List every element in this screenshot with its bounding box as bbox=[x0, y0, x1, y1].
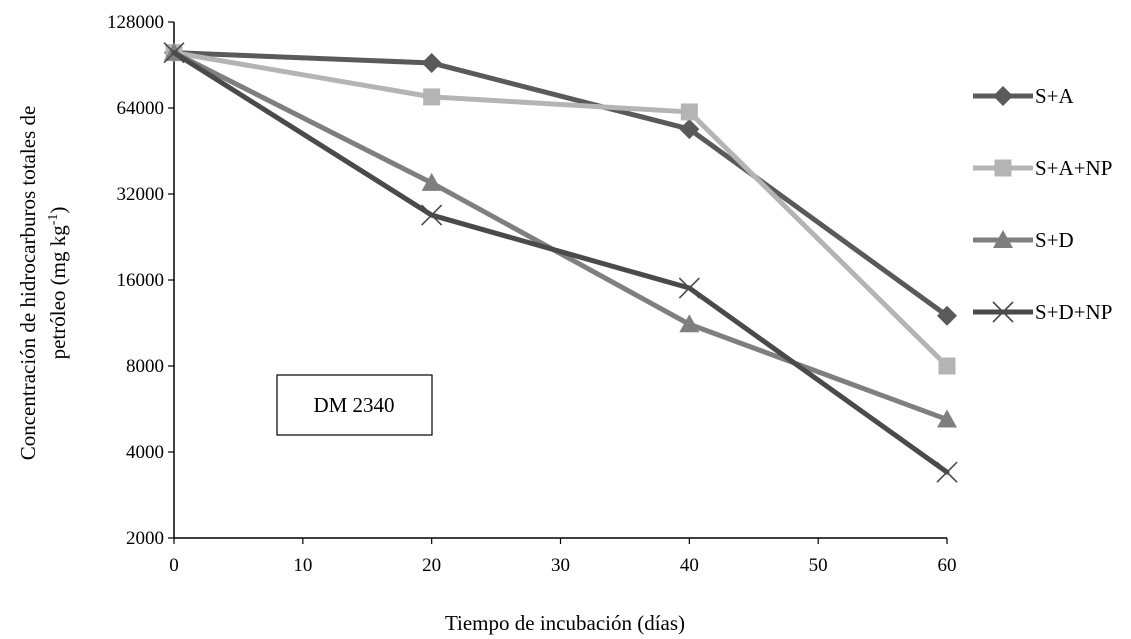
x-axis-title: Tiempo de incubación (días) bbox=[445, 611, 685, 635]
x-tick-label: 10 bbox=[293, 555, 312, 576]
legend-item: S+D+NP bbox=[973, 300, 1112, 324]
x-tick-labels: 0 10 20 30 40 50 60 bbox=[169, 538, 957, 576]
data-point bbox=[936, 461, 958, 483]
series-line bbox=[171, 50, 950, 319]
legend-item: S+A bbox=[973, 84, 1075, 108]
y-axis-title-line2-main: petróleo (mg kg bbox=[46, 225, 70, 360]
y-tick-label: 64000 bbox=[117, 98, 165, 119]
data-point bbox=[421, 204, 443, 226]
data-point bbox=[679, 119, 700, 140]
annotation-text: DM 2340 bbox=[313, 393, 394, 417]
legend-label: S+A bbox=[1035, 84, 1075, 108]
y-tick-label: 4000 bbox=[126, 442, 164, 463]
y-tick-label: 16000 bbox=[117, 270, 165, 291]
data-point bbox=[680, 103, 698, 121]
data-point bbox=[937, 409, 957, 428]
y-axis-title: Concentración de hidrocarburos totales d… bbox=[16, 106, 70, 461]
legend-label: S+A+NP bbox=[1035, 156, 1112, 180]
x-tick-label: 0 bbox=[169, 555, 179, 576]
x-tick-label: 50 bbox=[809, 555, 828, 576]
axes bbox=[173, 22, 947, 539]
legend-item: S+D bbox=[973, 228, 1074, 252]
legend-marker bbox=[993, 230, 1013, 248]
series-line bbox=[171, 50, 950, 475]
data-point bbox=[423, 88, 441, 106]
data-point bbox=[678, 277, 700, 299]
series-4 bbox=[163, 42, 958, 483]
data-point bbox=[163, 42, 185, 64]
y-tick-label: 8000 bbox=[126, 356, 164, 377]
legend-label: S+D+NP bbox=[1035, 300, 1112, 324]
annotation-box: DM 2340 bbox=[276, 374, 433, 436]
y-tick-label: 128000 bbox=[107, 12, 164, 33]
data-point bbox=[937, 305, 957, 326]
series-layer bbox=[163, 42, 958, 483]
y-tick-labels: 128000 64000 32000 16000 8000 4000 2000 bbox=[107, 12, 174, 549]
legend-marker bbox=[993, 86, 1013, 106]
series-line bbox=[171, 50, 950, 422]
y-tick-label: 2000 bbox=[126, 528, 164, 549]
data-point bbox=[679, 314, 700, 333]
y-tick-label: 32000 bbox=[117, 184, 165, 205]
x-tick-label: 60 bbox=[938, 555, 957, 576]
annotation-frame bbox=[276, 374, 433, 436]
legend-label: S+D bbox=[1035, 228, 1074, 252]
y-axis-title-line2: petróleo (mg kg-1) bbox=[46, 207, 70, 360]
data-point bbox=[421, 172, 442, 191]
x-tick-label: 40 bbox=[680, 555, 699, 576]
x-tick-label: 30 bbox=[551, 555, 570, 576]
data-point bbox=[938, 357, 956, 375]
legend-item: S+A+NP bbox=[973, 156, 1112, 180]
data-point bbox=[421, 52, 442, 73]
y-axis-title-close: ) bbox=[46, 207, 70, 214]
legend-marker bbox=[992, 301, 1014, 323]
legend: S+A S+A+NP S+D S+D+NP bbox=[973, 84, 1112, 324]
y-axis-title-line1: Concentración de hidrocarburos totales d… bbox=[16, 106, 40, 461]
legend-marker bbox=[994, 159, 1012, 177]
x-tick-label: 20 bbox=[422, 555, 441, 576]
y-axis-title-sup: -1 bbox=[46, 214, 61, 226]
series-line bbox=[171, 50, 950, 369]
series-1 bbox=[164, 42, 957, 326]
